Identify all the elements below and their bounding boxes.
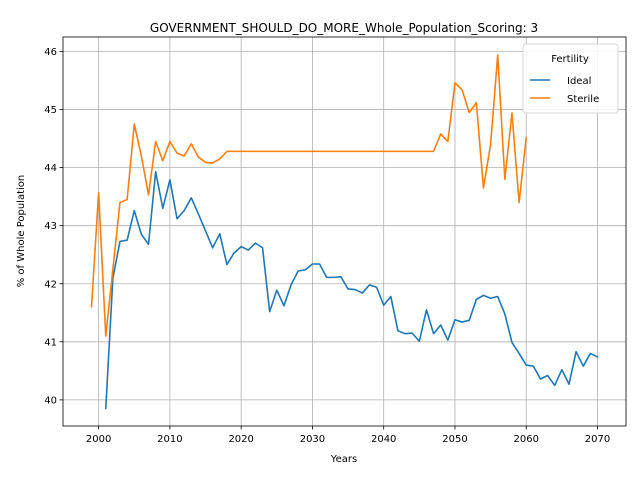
series-layer [90,54,599,410]
y-axis-label: % of Whole Population [16,175,27,288]
y-tick-label: 42 [44,279,57,290]
x-tick-label: 2070 [585,434,610,445]
y-tick-label: 40 [44,395,57,406]
legend-label-sterile: Sterile [567,94,599,105]
legend: Fertility Ideal Sterile [522,43,619,114]
y-tick-label: 46 [44,47,57,58]
x-axis-ticks: 2000 2010 2020 2030 2040 2050 2060 2070 [86,426,610,445]
x-axis-label: Years [330,454,357,465]
chart-title: GOVERNMENT_SHOULD_DO_MORE_Whole_Populati… [150,21,538,35]
y-tick-label: 41 [44,337,57,348]
legend-title: Fertility [551,54,589,65]
y-axis-ticks: 40 41 42 43 44 45 46 [44,47,63,406]
series-line-ideal [104,170,599,410]
y-tick-label: 44 [44,163,57,174]
x-tick-label: 2000 [86,434,111,445]
x-tick-label: 2010 [157,434,182,445]
x-tick-label: 2050 [442,434,467,445]
y-tick-label: 45 [44,105,57,116]
legend-label-ideal: Ideal [567,76,591,87]
series-line-sterile [90,54,528,337]
plot-frame [62,36,627,427]
x-tick-label: 2040 [371,434,396,445]
legend-box [522,43,619,114]
y-tick-label: 43 [44,221,57,232]
x-tick-label: 2060 [514,434,539,445]
x-tick-label: 2030 [300,434,325,445]
x-tick-label: 2020 [228,434,253,445]
